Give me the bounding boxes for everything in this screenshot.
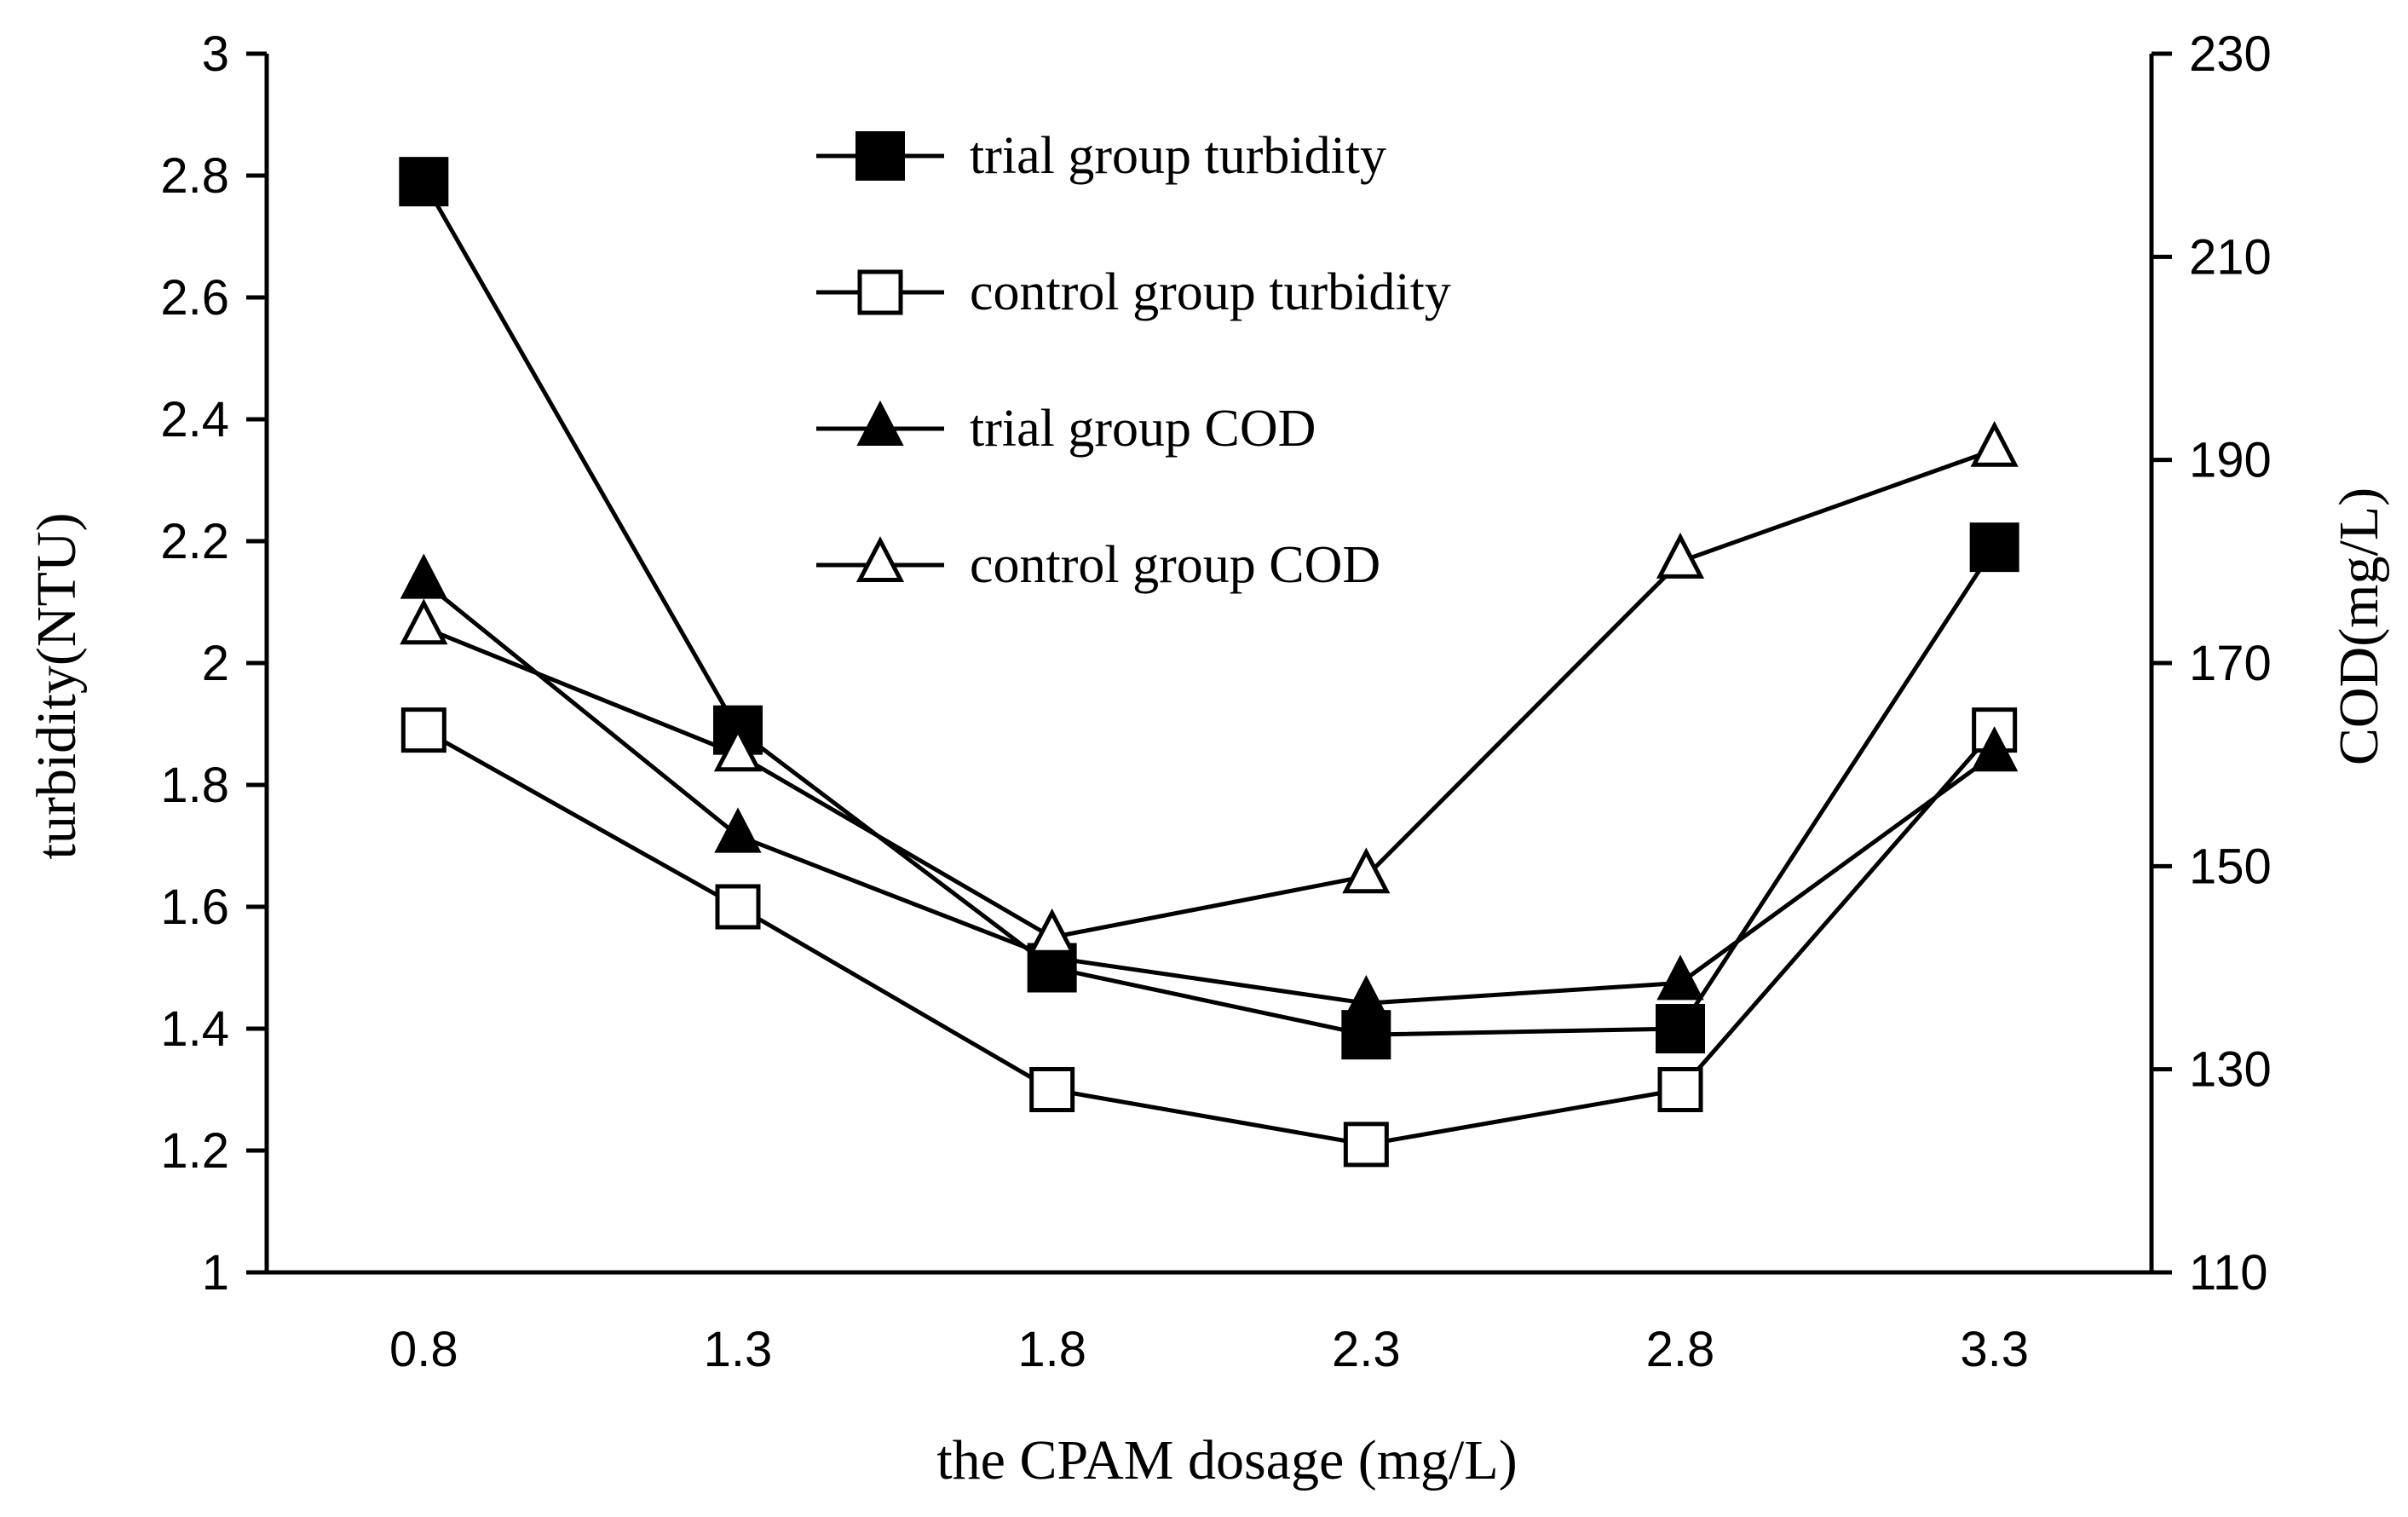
y-axis-right-title: COD(mg/L) bbox=[2328, 487, 2390, 765]
legend-marker bbox=[860, 540, 901, 580]
y-right-tick-label: 150 bbox=[2189, 839, 2272, 894]
series-3 bbox=[403, 425, 2014, 952]
y-left-tick-label: 2.8 bbox=[160, 148, 229, 204]
x-tick-label: 1.3 bbox=[704, 1322, 773, 1377]
legend-label: trial group turbidity bbox=[970, 127, 1386, 185]
data-point bbox=[1971, 523, 2019, 571]
data-point bbox=[1656, 1005, 1704, 1053]
x-tick-label: 2.8 bbox=[1646, 1322, 1715, 1377]
y-left-tick-label: 1.2 bbox=[160, 1123, 229, 1179]
chart-svg: 1 1.2 1.4 1.6 1.8 2 2.2 2.4 2.6 2.8 3 110 130 150 170 1… bbox=[0, 0, 2408, 1513]
series-line bbox=[423, 582, 1994, 1004]
legend-label: control group turbidity bbox=[970, 263, 1451, 321]
legend-label: trial group COD bbox=[970, 400, 1316, 458]
data-point bbox=[1660, 1070, 1701, 1110]
y-right-tick-label: 130 bbox=[2189, 1042, 2272, 1098]
y-right-tick-label: 210 bbox=[2189, 229, 2272, 285]
series-2 bbox=[401, 556, 2016, 1020]
data-point bbox=[717, 886, 758, 927]
x-tick-label: 1.8 bbox=[1017, 1322, 1086, 1377]
y-left-tick-label: 2.6 bbox=[160, 270, 229, 326]
y-right-tick-label: 170 bbox=[2189, 636, 2272, 691]
chart: 1 1.2 1.4 1.6 1.8 2 2.2 2.4 2.6 2.8 3 110 130 150 170 1… bbox=[0, 0, 2408, 1513]
legend-entry: trial group turbidity bbox=[816, 127, 1386, 185]
legend-entry: control group turbidity bbox=[816, 263, 1451, 321]
legend-marker bbox=[856, 132, 904, 180]
data-point bbox=[716, 810, 760, 852]
data-point bbox=[1345, 852, 1386, 891]
data-point bbox=[1344, 977, 1388, 1019]
y-right-tick-label: 230 bbox=[2189, 26, 2272, 82]
y-left-tick-label: 1.8 bbox=[160, 758, 229, 813]
data-point bbox=[400, 158, 447, 205]
y-left-tick-label: 2.2 bbox=[160, 514, 229, 569]
y-right-tick-label: 190 bbox=[2189, 433, 2272, 488]
legend-marker bbox=[858, 402, 902, 445]
x-axis-title: the CPAM dosage (mg/L) bbox=[936, 1429, 1517, 1491]
legend-marker bbox=[860, 272, 901, 313]
x-tick-label: 0.8 bbox=[389, 1322, 458, 1377]
y-right-tick-label: 110 bbox=[2189, 1245, 2267, 1301]
data-point bbox=[1658, 956, 1702, 999]
data-point bbox=[1032, 1070, 1073, 1110]
y-left-tick-label: 2 bbox=[202, 636, 229, 691]
y-left-tick-label: 1.6 bbox=[160, 880, 229, 935]
series-1 bbox=[403, 710, 2014, 1165]
x-tick-label: 3.3 bbox=[1960, 1322, 2029, 1377]
data-point bbox=[403, 710, 444, 751]
y-left-tick-label: 1 bbox=[202, 1245, 229, 1301]
y-axis-left-title: turbidity(NTU) bbox=[26, 513, 88, 860]
y-left-tick-label: 1.4 bbox=[160, 1001, 229, 1057]
data-point bbox=[1974, 425, 2015, 464]
series-line bbox=[423, 730, 1994, 1145]
x-tick-label: 2.3 bbox=[1332, 1322, 1401, 1377]
y-left-tick-label: 3 bbox=[202, 26, 229, 82]
y-left-tick-label: 2.4 bbox=[160, 392, 229, 447]
data-point bbox=[403, 603, 444, 643]
data-point bbox=[1345, 1124, 1386, 1165]
legend-label: control group COD bbox=[970, 536, 1380, 594]
legend-entry: trial group COD bbox=[816, 400, 1316, 458]
legend-entry: control group COD bbox=[816, 536, 1380, 594]
data-point bbox=[401, 556, 446, 598]
